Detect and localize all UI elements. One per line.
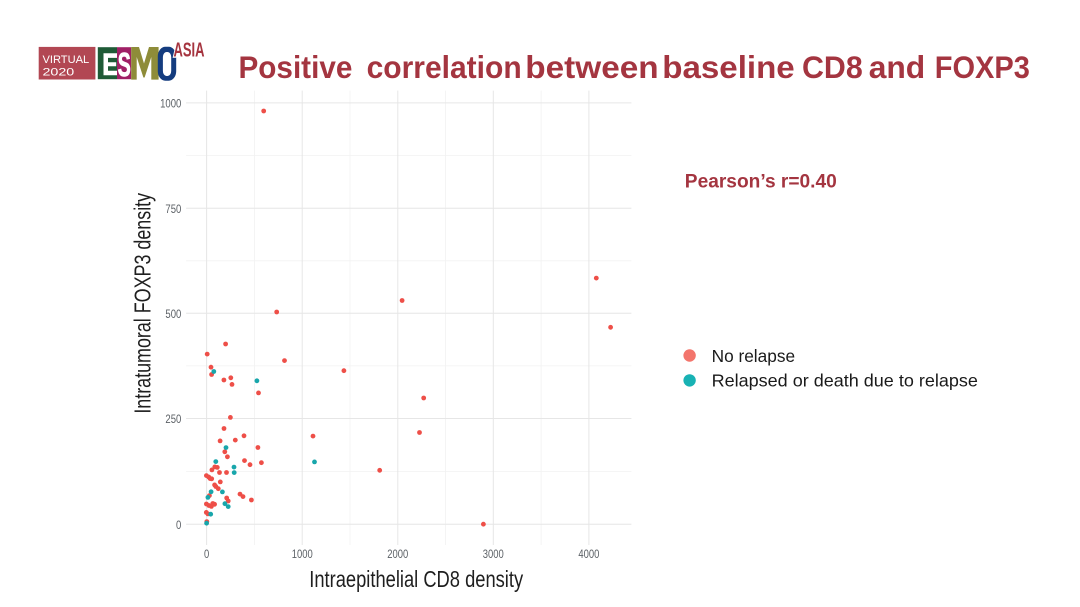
svg-text:750: 750 — [165, 203, 181, 216]
svg-text:500: 500 — [165, 308, 181, 321]
svg-text:and: and — [869, 49, 926, 85]
svg-text:No relapse: No relapse — [712, 346, 795, 366]
svg-text:Intratumoral FOXP3 density: Intratumoral FOXP3 density — [130, 192, 156, 413]
svg-text:VIRTUAL: VIRTUAL — [43, 54, 90, 66]
svg-text:S: S — [118, 46, 131, 83]
svg-text:2000: 2000 — [387, 548, 408, 561]
svg-text:between: between — [525, 49, 658, 84]
svg-text:250: 250 — [165, 413, 181, 426]
svg-text:3000: 3000 — [483, 548, 504, 561]
svg-text:0: 0 — [176, 519, 181, 532]
svg-text:1000: 1000 — [292, 548, 313, 561]
svg-text:Positive: Positive — [239, 49, 353, 85]
svg-text:correlation: correlation — [367, 49, 522, 85]
svg-text:0: 0 — [204, 548, 209, 561]
svg-text:1000: 1000 — [160, 98, 181, 111]
svg-text:Intraepithelial CD8 density: Intraepithelial CD8 density — [309, 567, 523, 593]
svg-text:Relapsed or death due to relap: Relapsed or death due to relapse — [712, 371, 978, 391]
svg-text:4000: 4000 — [578, 548, 599, 561]
svg-text:FOXP3: FOXP3 — [935, 50, 1030, 86]
svg-text:Pearson’s r=0.40: Pearson’s r=0.40 — [685, 171, 837, 192]
svg-text:CD8: CD8 — [802, 49, 863, 85]
svg-text:baseline: baseline — [662, 49, 794, 84]
svg-text:2020: 2020 — [43, 67, 75, 79]
svg-text:ASIA: ASIA — [174, 39, 205, 61]
